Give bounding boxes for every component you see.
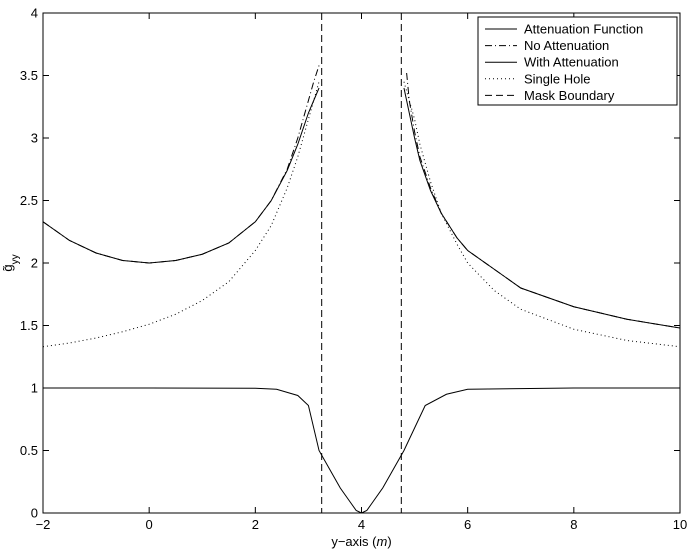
y-tick-label: 2 bbox=[31, 256, 38, 271]
series-line bbox=[43, 387, 680, 513]
x-tick-label: 0 bbox=[146, 517, 153, 532]
x-tick-label: 4 bbox=[358, 517, 365, 532]
y-tick-label: 4 bbox=[31, 6, 38, 21]
y-tick-label: 2.5 bbox=[20, 193, 38, 208]
series-attenuation-function bbox=[43, 387, 680, 513]
legend-label: Mask Boundary bbox=[524, 88, 615, 103]
series-single-hole bbox=[43, 81, 680, 348]
legend-label: Attenuation Function bbox=[524, 22, 643, 37]
x-tick-label: −2 bbox=[36, 517, 51, 532]
series-line-segment bbox=[403, 81, 680, 348]
x-tick-label: 8 bbox=[570, 517, 577, 532]
series-mask-boundary bbox=[321, 13, 402, 513]
x-tick-label: 2 bbox=[252, 517, 259, 532]
series-with-attenuation bbox=[43, 87, 680, 329]
legend-item: Single Hole bbox=[485, 71, 591, 86]
x-axis-label: y−axis (m) bbox=[331, 534, 391, 549]
legend-item: Attenuation Function bbox=[485, 22, 643, 37]
legend-label: No Attenuation bbox=[524, 38, 609, 53]
series-line-segment bbox=[43, 87, 320, 264]
y-axis-label: g̃yy bbox=[0, 254, 21, 271]
legend-label: Single Hole bbox=[524, 71, 591, 86]
y-tick-label: 3.5 bbox=[20, 68, 38, 83]
y-tick-label: 0.5 bbox=[20, 443, 38, 458]
x-tick-label: 6 bbox=[464, 517, 471, 532]
y-tick-label: 1.5 bbox=[20, 318, 38, 333]
plot-area bbox=[43, 13, 680, 513]
legend-item: Mask Boundary bbox=[485, 88, 615, 103]
x-tick-label: 10 bbox=[673, 517, 687, 532]
legend-item: No Attenuation bbox=[485, 38, 609, 53]
y-tick-label: 0 bbox=[31, 506, 38, 521]
legend-item: With Attenuation bbox=[485, 55, 619, 70]
y-tick-label: 1 bbox=[31, 381, 38, 396]
y-tick-label: 3 bbox=[31, 131, 38, 146]
legend-box bbox=[477, 16, 678, 106]
series-line-segment bbox=[403, 87, 680, 329]
legend-label: With Attenuation bbox=[524, 55, 619, 70]
